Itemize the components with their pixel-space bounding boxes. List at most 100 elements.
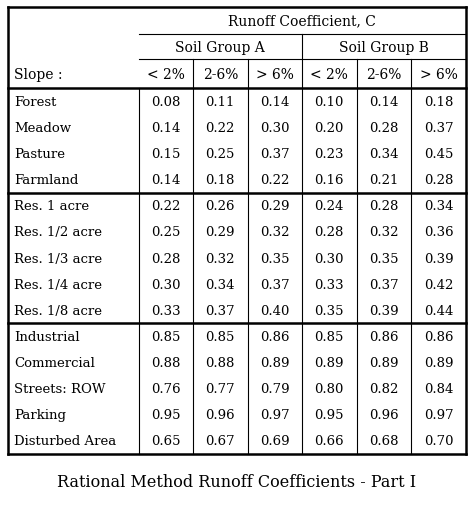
Text: 2-6%: 2-6% — [366, 68, 401, 82]
Text: 0.21: 0.21 — [369, 174, 399, 187]
Text: 0.88: 0.88 — [151, 357, 181, 369]
Text: Res. 1/4 acre: Res. 1/4 acre — [14, 278, 102, 291]
Text: > 6%: > 6% — [256, 68, 294, 82]
Text: 0.08: 0.08 — [151, 95, 181, 109]
Text: 0.14: 0.14 — [369, 95, 399, 109]
Text: 0.44: 0.44 — [424, 304, 453, 317]
Text: 0.86: 0.86 — [260, 330, 290, 343]
Text: 0.22: 0.22 — [151, 200, 181, 213]
Text: 0.28: 0.28 — [369, 122, 399, 135]
Text: 0.82: 0.82 — [369, 382, 399, 395]
Text: 0.85: 0.85 — [206, 330, 235, 343]
Text: 0.25: 0.25 — [206, 148, 235, 161]
Text: Soil Group B: Soil Group B — [339, 40, 429, 55]
Text: 0.18: 0.18 — [424, 95, 453, 109]
Text: 0.35: 0.35 — [260, 252, 290, 265]
Text: 0.35: 0.35 — [315, 304, 344, 317]
Text: Forest: Forest — [14, 95, 56, 109]
Text: 0.40: 0.40 — [260, 304, 290, 317]
Text: > 6%: > 6% — [419, 68, 457, 82]
Text: < 2%: < 2% — [147, 68, 185, 82]
Text: 0.29: 0.29 — [260, 200, 290, 213]
Text: Commercial: Commercial — [14, 357, 95, 369]
Text: 0.70: 0.70 — [424, 435, 453, 447]
Text: 0.95: 0.95 — [151, 409, 181, 422]
Text: 0.28: 0.28 — [315, 226, 344, 239]
Text: Res. 1/3 acre: Res. 1/3 acre — [14, 252, 102, 265]
Text: 0.14: 0.14 — [151, 174, 181, 187]
Text: Res. 1 acre: Res. 1 acre — [14, 200, 89, 213]
Text: Disturbed Area: Disturbed Area — [14, 435, 116, 447]
Text: 0.76: 0.76 — [151, 382, 181, 395]
Text: 0.86: 0.86 — [369, 330, 399, 343]
Text: Parking: Parking — [14, 409, 66, 422]
Text: 0.26: 0.26 — [206, 200, 235, 213]
Text: 0.29: 0.29 — [206, 226, 235, 239]
Text: 0.16: 0.16 — [315, 174, 344, 187]
Text: 0.30: 0.30 — [260, 122, 290, 135]
Text: 0.10: 0.10 — [315, 95, 344, 109]
Text: 0.28: 0.28 — [151, 252, 181, 265]
Text: 0.25: 0.25 — [151, 226, 181, 239]
Text: Runoff Coefficient, C: Runoff Coefficient, C — [228, 15, 376, 28]
Text: Res. 1/8 acre: Res. 1/8 acre — [14, 304, 102, 317]
Text: 0.97: 0.97 — [260, 409, 290, 422]
Text: Pasture: Pasture — [14, 148, 65, 161]
Text: 0.45: 0.45 — [424, 148, 453, 161]
Text: 0.33: 0.33 — [151, 304, 181, 317]
Text: 0.36: 0.36 — [424, 226, 453, 239]
Text: 0.67: 0.67 — [205, 435, 235, 447]
Text: 0.35: 0.35 — [369, 252, 399, 265]
Text: Farmland: Farmland — [14, 174, 78, 187]
Text: 0.34: 0.34 — [424, 200, 453, 213]
Text: 0.89: 0.89 — [315, 357, 344, 369]
Text: Res. 1/2 acre: Res. 1/2 acre — [14, 226, 102, 239]
Text: 0.79: 0.79 — [260, 382, 290, 395]
Text: 0.20: 0.20 — [315, 122, 344, 135]
Text: 0.33: 0.33 — [314, 278, 344, 291]
Text: Industrial: Industrial — [14, 330, 80, 343]
Text: 0.89: 0.89 — [424, 357, 453, 369]
Text: 0.28: 0.28 — [369, 200, 399, 213]
Text: 0.96: 0.96 — [369, 409, 399, 422]
Text: 0.37: 0.37 — [369, 278, 399, 291]
Text: 0.32: 0.32 — [206, 252, 235, 265]
Text: < 2%: < 2% — [310, 68, 348, 82]
Text: 0.30: 0.30 — [315, 252, 344, 265]
Text: 0.14: 0.14 — [151, 122, 181, 135]
Text: 0.14: 0.14 — [260, 95, 290, 109]
Text: Slope :: Slope : — [14, 68, 63, 82]
Text: 0.11: 0.11 — [206, 95, 235, 109]
Text: Rational Method Runoff Coefficients - Part I: Rational Method Runoff Coefficients - Pa… — [57, 473, 417, 490]
Text: 0.42: 0.42 — [424, 278, 453, 291]
Text: 0.68: 0.68 — [369, 435, 399, 447]
Text: 0.32: 0.32 — [260, 226, 290, 239]
Text: 0.66: 0.66 — [314, 435, 344, 447]
Text: 0.89: 0.89 — [260, 357, 290, 369]
Text: 0.22: 0.22 — [206, 122, 235, 135]
Text: 0.77: 0.77 — [205, 382, 235, 395]
Text: 0.69: 0.69 — [260, 435, 290, 447]
Text: 0.18: 0.18 — [206, 174, 235, 187]
Text: 0.37: 0.37 — [260, 278, 290, 291]
Text: Streets: ROW: Streets: ROW — [14, 382, 106, 395]
Text: 0.24: 0.24 — [315, 200, 344, 213]
Text: 0.96: 0.96 — [205, 409, 235, 422]
Text: 0.85: 0.85 — [315, 330, 344, 343]
Text: 0.89: 0.89 — [369, 357, 399, 369]
Text: 0.37: 0.37 — [205, 304, 235, 317]
Text: 0.39: 0.39 — [369, 304, 399, 317]
Text: 0.37: 0.37 — [260, 148, 290, 161]
Text: 0.97: 0.97 — [424, 409, 453, 422]
Text: 0.28: 0.28 — [424, 174, 453, 187]
Text: 0.15: 0.15 — [151, 148, 181, 161]
Text: 0.32: 0.32 — [369, 226, 399, 239]
Text: 0.39: 0.39 — [424, 252, 453, 265]
Text: 0.30: 0.30 — [151, 278, 181, 291]
Text: 0.23: 0.23 — [315, 148, 344, 161]
Text: 0.22: 0.22 — [260, 174, 290, 187]
Text: 0.88: 0.88 — [206, 357, 235, 369]
Text: 0.34: 0.34 — [369, 148, 399, 161]
Text: Meadow: Meadow — [14, 122, 71, 135]
Text: 0.84: 0.84 — [424, 382, 453, 395]
